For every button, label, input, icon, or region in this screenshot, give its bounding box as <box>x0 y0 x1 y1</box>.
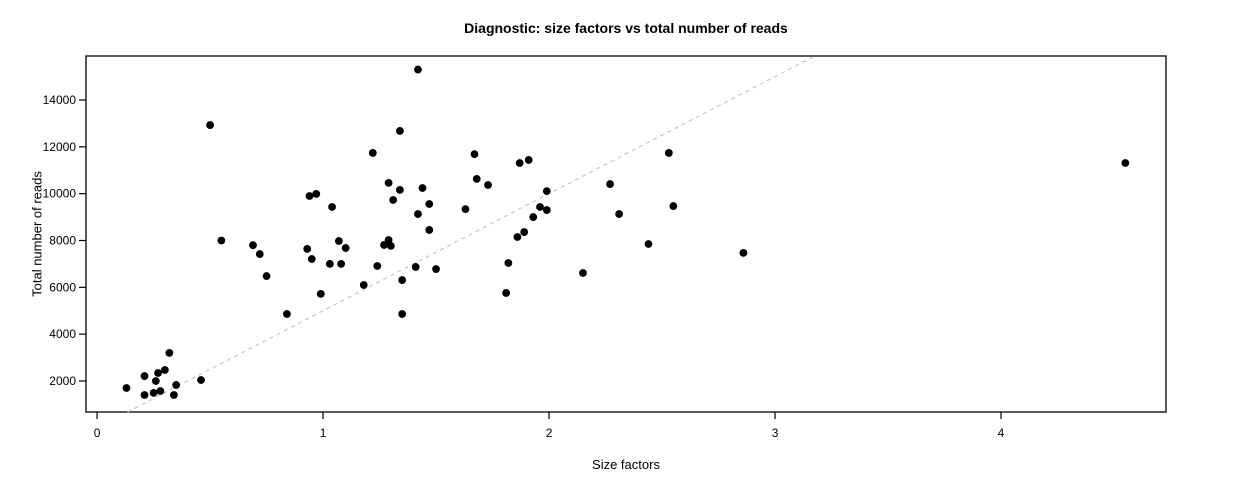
scatter-point <box>197 376 205 384</box>
scatter-point <box>154 369 162 377</box>
scatter-point <box>341 244 350 252</box>
scatter-point <box>529 213 538 221</box>
scatter-point <box>470 150 479 159</box>
scatter-point <box>140 391 149 399</box>
scatter-point <box>536 203 544 211</box>
scatter-point <box>414 65 422 74</box>
x-tick-label: 3 <box>772 426 779 440</box>
scatter-point <box>151 377 160 385</box>
scatter-point <box>170 391 178 399</box>
scatter-point <box>579 269 587 277</box>
scatter-point <box>739 249 748 257</box>
scatter-point <box>515 159 524 167</box>
x-tick-label: 4 <box>998 426 1005 440</box>
y-tick-label: 6000 <box>49 280 76 294</box>
scatter-point <box>542 206 551 214</box>
scatter-point <box>165 348 174 357</box>
scatter-point <box>386 241 395 250</box>
scatter-point <box>414 210 422 218</box>
scatter-point <box>206 121 214 129</box>
scatter-point <box>398 310 407 318</box>
scatter-point <box>328 203 337 211</box>
scatter-point <box>334 237 343 245</box>
scatter-point <box>156 387 165 395</box>
y-tick-label: 10000 <box>43 187 77 201</box>
scatter-point <box>615 210 624 218</box>
scatter-point <box>644 240 653 248</box>
scatter-point <box>217 236 226 245</box>
y-tick-label: 8000 <box>49 233 76 247</box>
scatter-point <box>425 200 434 208</box>
scatter-point <box>312 190 321 198</box>
scatter-point <box>389 196 398 204</box>
scatter-point <box>664 149 673 157</box>
y-tick-label: 2000 <box>49 374 76 388</box>
scatter-point <box>262 272 271 280</box>
scatter-point <box>384 236 393 244</box>
scatter-point <box>395 127 404 135</box>
scatter-point <box>520 228 529 236</box>
scatter-point <box>472 175 481 183</box>
scatter-point <box>249 241 257 250</box>
y-tick-label: 14000 <box>43 93 77 107</box>
scatter-point <box>425 226 434 234</box>
scatter-point <box>373 262 382 270</box>
trend-line <box>127 55 816 413</box>
y-tick-label: 4000 <box>49 327 76 341</box>
scatter-point <box>172 381 181 389</box>
scatter-point <box>305 192 314 200</box>
scatter-point <box>255 250 264 258</box>
scatter-point <box>160 366 169 374</box>
scatter-point <box>380 241 388 249</box>
scatter-point <box>395 186 404 194</box>
scatter-point <box>303 245 312 253</box>
scatter-point <box>542 187 551 195</box>
scatter-point <box>1121 159 1130 167</box>
scatter-point <box>359 281 368 289</box>
scatter-point <box>337 260 346 268</box>
x-tick-label: 2 <box>546 426 553 440</box>
scatter-point <box>461 205 470 214</box>
scatter-point <box>122 384 131 392</box>
scatter-point <box>504 259 513 267</box>
scatter-point <box>384 179 393 187</box>
scatter-point <box>513 233 522 241</box>
x-tick-label: 1 <box>320 426 327 440</box>
scatter-point <box>502 289 511 297</box>
scatter-point <box>484 181 492 189</box>
scatter-point <box>398 276 407 284</box>
plot-box <box>85 55 1167 413</box>
scatter-point <box>368 149 377 157</box>
scatter-point <box>524 156 533 164</box>
scatter-point <box>140 372 149 380</box>
y-tick-label: 12000 <box>43 140 77 154</box>
scatter-point <box>307 255 316 263</box>
x-axis-label: Size factors <box>592 457 660 472</box>
scatter-point <box>325 260 334 268</box>
scatter-point <box>432 265 440 273</box>
chart-title: Diagnostic: size factors vs total number… <box>464 20 788 36</box>
scatter-point <box>411 263 420 271</box>
scatter-point <box>149 389 158 397</box>
scatter-point <box>418 184 427 192</box>
scatter-point <box>316 289 325 298</box>
scatter-point <box>283 310 291 318</box>
scatter-point <box>669 202 678 210</box>
scatter-point <box>606 180 614 188</box>
x-tick-label: 0 <box>94 426 101 440</box>
